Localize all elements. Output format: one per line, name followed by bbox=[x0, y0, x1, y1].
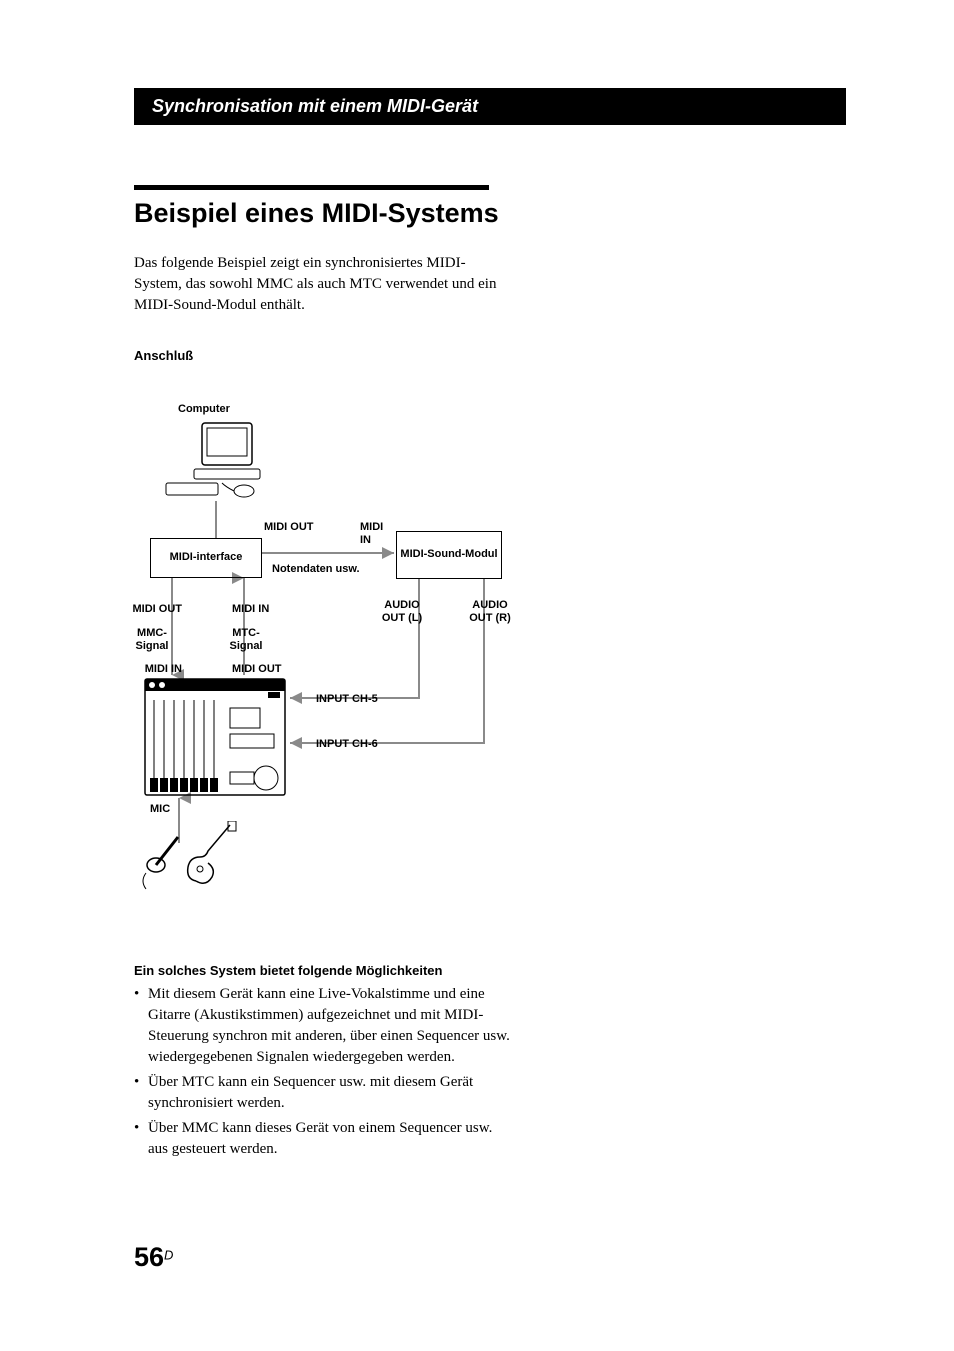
connection-subheading: Anschluß bbox=[134, 348, 846, 363]
list-item: Über MTC kann ein Sequencer usw. mit die… bbox=[134, 1072, 514, 1114]
mic-label: MIC bbox=[150, 803, 170, 816]
mic-guitar-icon bbox=[138, 821, 258, 901]
list-item: Über MMC kann dieses Gerät von einem Seq… bbox=[134, 1118, 514, 1160]
midi-interface-box: MIDI-interface bbox=[150, 538, 262, 578]
recorder-icon bbox=[144, 678, 288, 798]
audio-out-r-label: AUDIO OUT (R) bbox=[460, 599, 520, 625]
input-ch6-label: INPUT CH-6 bbox=[316, 738, 378, 751]
page-number-value: 56 bbox=[134, 1242, 164, 1272]
section-header: Synchronisation mit einem MIDI-Gerät bbox=[134, 88, 846, 125]
mtc-signal-label: MTC-Signal bbox=[220, 627, 272, 653]
midi-in-top-label: MIDI IN bbox=[360, 521, 394, 547]
section-header-text: Synchronisation mit einem MIDI-Gerät bbox=[152, 96, 478, 116]
midi-system-diagram: Computer MIDI-interface MIDI-Sound-Modul… bbox=[144, 403, 564, 923]
computer-label: Computer bbox=[178, 403, 230, 416]
page-number: 56D bbox=[134, 1242, 173, 1273]
page-title: Beispiel eines MIDI-Systems bbox=[134, 198, 846, 229]
mmc-signal-label: MMC-Signal bbox=[126, 627, 178, 653]
midi-out-bottom-label: MIDI OUT bbox=[232, 663, 282, 676]
page-number-suffix: D bbox=[164, 1248, 173, 1263]
midi-out-top-label: MIDI OUT bbox=[264, 521, 314, 534]
intro-paragraph: Das folgende Beispiel zeigt ein synchron… bbox=[134, 253, 504, 316]
midi-sound-module-box: MIDI-Sound-Modul bbox=[396, 531, 502, 579]
midi-in-left-label: MIDI IN bbox=[232, 603, 269, 616]
capabilities-heading: Ein solches System bietet folgende Mögli… bbox=[134, 963, 846, 978]
audio-out-l-label: AUDIO OUT (L) bbox=[372, 599, 432, 625]
section-rule bbox=[134, 185, 489, 190]
midi-in-bottom-label: MIDI IN bbox=[126, 663, 182, 676]
note-data-label: Notendaten usw. bbox=[272, 563, 360, 576]
input-ch5-label: INPUT CH-5 bbox=[316, 693, 378, 706]
list-item: Mit diesem Gerät kann eine Live-Vokalsti… bbox=[134, 984, 514, 1068]
computer-icon bbox=[164, 421, 266, 499]
midi-out-left-label: MIDI OUT bbox=[126, 603, 182, 616]
capabilities-list: Mit diesem Gerät kann eine Live-Vokalsti… bbox=[134, 984, 514, 1160]
